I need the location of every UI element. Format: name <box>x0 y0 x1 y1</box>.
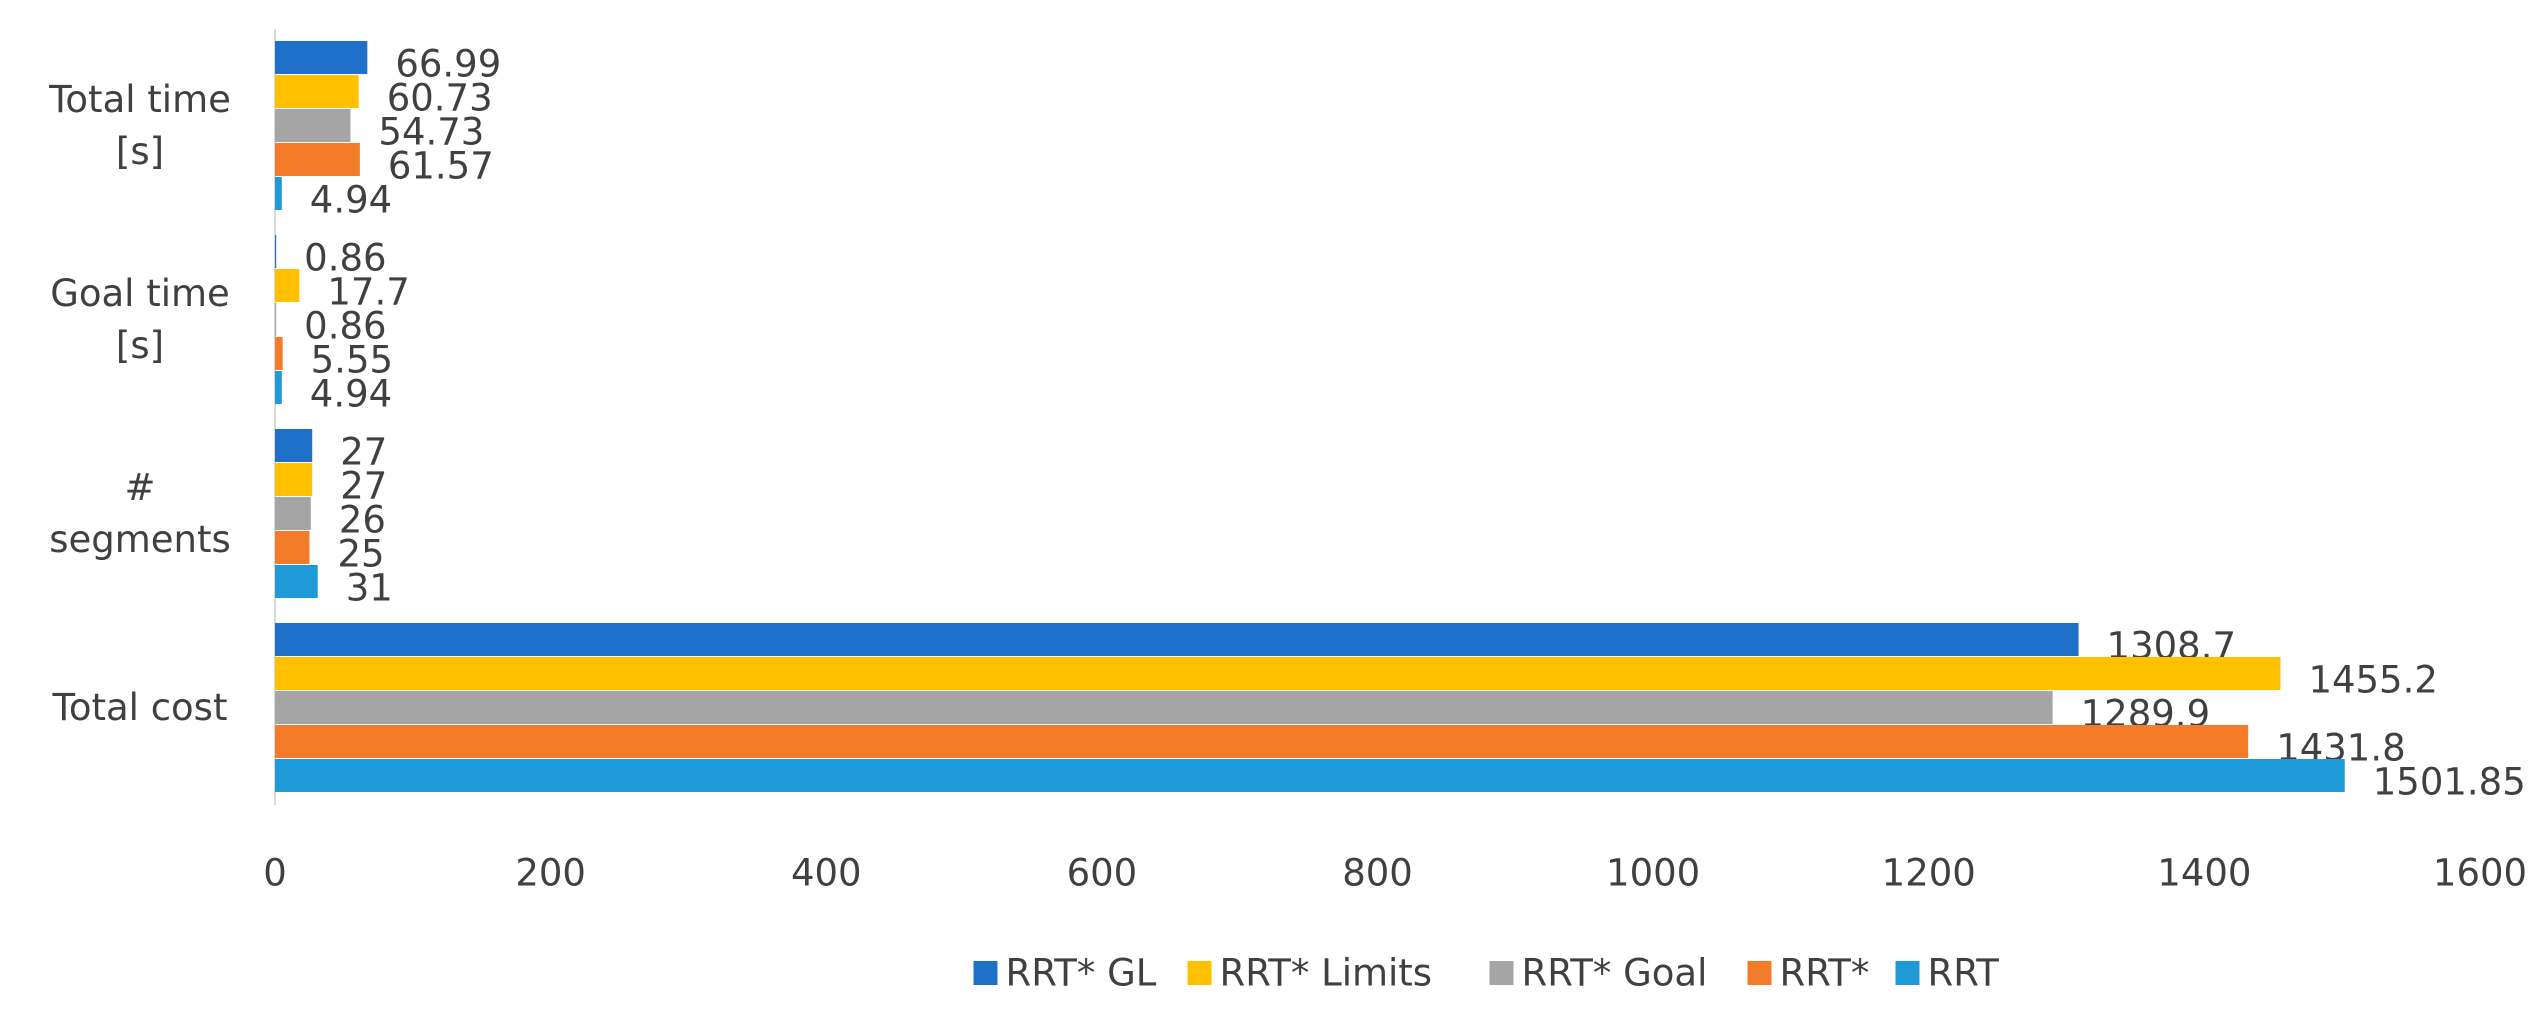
value-label: 54.73 <box>378 111 484 154</box>
bar <box>275 463 313 496</box>
bar <box>275 177 282 210</box>
bar <box>275 531 310 564</box>
bar <box>275 269 300 302</box>
x-tick-label: 1000 <box>1606 852 1700 895</box>
value-label: 27 <box>340 465 387 508</box>
value-label: 26 <box>339 499 386 542</box>
x-tick-label: 600 <box>1067 852 1138 895</box>
value-label: 61.57 <box>388 145 494 188</box>
x-tick-label: 400 <box>791 852 862 895</box>
value-label: 0.86 <box>304 237 386 280</box>
value-label: 1501.85 <box>2373 761 2526 804</box>
bar <box>275 759 2345 792</box>
x-tick-label: 1200 <box>1882 852 1976 895</box>
x-tick-label: 0 <box>263 852 287 895</box>
y-category-label: Goal time [s] <box>50 272 230 367</box>
value-label: 4.94 <box>310 179 392 222</box>
x-tick-label: 200 <box>515 852 586 895</box>
bar <box>275 725 2249 758</box>
bar <box>275 143 360 176</box>
legend-label: RRT* Limits <box>1220 952 1433 995</box>
legend-label: RRT* Goal <box>1522 952 1708 995</box>
bar <box>275 691 2053 724</box>
legend-swatch <box>1187 961 1212 985</box>
bar <box>275 371 282 404</box>
legend-swatch <box>1489 961 1514 985</box>
bar <box>275 41 368 74</box>
value-label: 0.86 <box>304 305 386 348</box>
legend-label: RRT <box>1928 952 2000 995</box>
bar <box>275 429 313 462</box>
bar <box>275 657 2281 690</box>
value-label: 17.7 <box>327 271 409 314</box>
value-label: 4.94 <box>310 373 392 416</box>
bar <box>275 303 277 336</box>
value-label: 31 <box>346 567 393 610</box>
bar <box>275 623 2079 656</box>
x-tick-label: 1600 <box>2433 852 2527 895</box>
legend-label: RRT* GL <box>1006 952 1157 995</box>
legend-label: RRT* <box>1780 952 1870 995</box>
x-tick-label: 800 <box>1342 852 1413 895</box>
bar <box>275 109 351 142</box>
legend-swatch <box>1895 961 1920 985</box>
x-tick-label: 1400 <box>2157 852 2251 895</box>
value-label: 1455.2 <box>2308 659 2437 702</box>
value-label: 25 <box>337 533 384 576</box>
legend-swatch <box>1747 961 1772 985</box>
bar <box>275 75 359 108</box>
value-label: 66.99 <box>395 43 501 86</box>
legend-swatch <box>973 961 998 985</box>
value-label: 5.55 <box>311 339 393 382</box>
value-label: 27 <box>340 431 387 474</box>
bar <box>275 565 318 598</box>
value-label: 60.73 <box>387 77 493 120</box>
bar <box>275 235 277 268</box>
y-category-label: # segments <box>49 466 231 561</box>
y-category-label: Total time [s] <box>49 78 231 173</box>
bar <box>275 337 283 370</box>
bar <box>275 497 311 530</box>
y-category-label: Total cost <box>52 686 228 729</box>
